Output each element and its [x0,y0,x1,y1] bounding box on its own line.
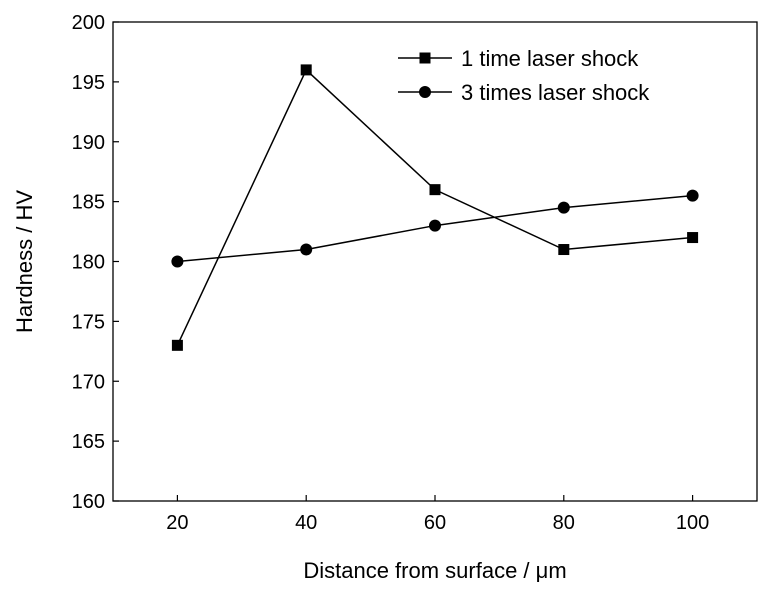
x-tick-label: 80 [553,512,575,534]
legend-label: 3 times laser shock [461,80,650,105]
y-tick-label: 175 [72,311,105,333]
y-tick-label: 190 [72,132,105,154]
legend: 1 time laser shock 3 times laser shock [398,46,650,105]
legend-item-2: 3 times laser shock [398,80,650,105]
data-point [429,184,441,196]
x-axis: 20 40 60 80 100 [166,495,709,534]
y-tick-label: 160 [72,491,105,513]
y-tick-label: 200 [72,12,105,34]
y-tick-label: 195 [72,72,105,94]
data-point [687,232,699,244]
data-point [300,243,313,256]
data-point [300,64,312,76]
data-point [557,201,570,214]
series-1 [171,64,699,351]
x-axis-title: Distance from surface / μm [303,558,566,583]
x-tick-label: 100 [676,512,709,534]
data-point [171,339,183,351]
legend-label: 1 time laser shock [461,46,639,71]
data-point [558,244,570,256]
data-point [429,219,441,232]
data-point [686,189,699,202]
y-tick-label: 185 [72,192,105,214]
y-tick-label: 180 [72,252,105,274]
legend-item-1: 1 time laser shock [398,46,639,71]
x-tick-label: 60 [424,512,446,534]
x-tick-label: 40 [295,512,317,534]
y-axis: 160 165 170 175 180 185 190 195 200 [72,12,119,513]
legend-marker [419,86,431,98]
y-tick-label: 165 [72,431,105,453]
y-axis-title: Hardness / HV [12,190,37,333]
legend-marker [419,52,431,64]
y-tick-label: 170 [72,371,105,393]
series-line [176,68,693,346]
x-tick-label: 20 [166,512,188,534]
data-point [171,255,184,268]
plot-frame [112,21,758,502]
series-2 [171,189,699,268]
series-layer [171,64,699,351]
